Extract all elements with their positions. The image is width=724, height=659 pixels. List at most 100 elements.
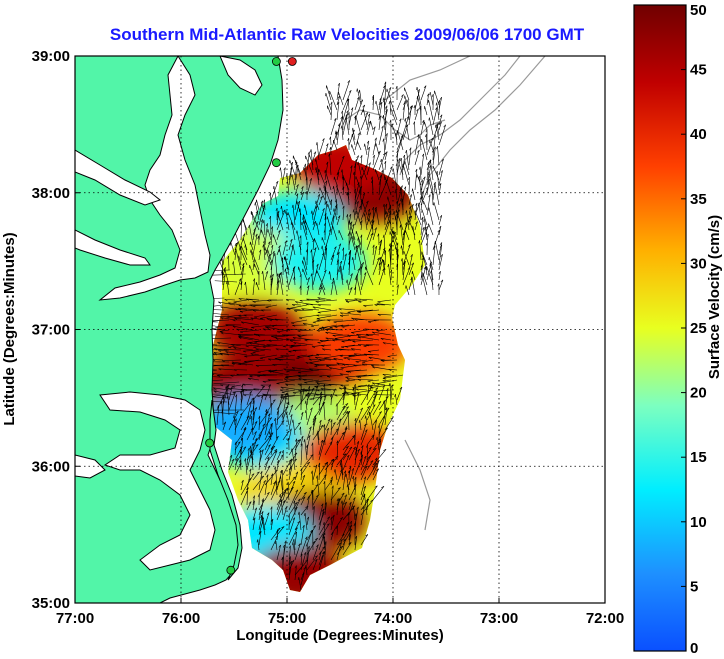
velocity-arrow-head [360,450,363,454]
velocity-arrow-head [348,542,352,545]
velocity-arrow-head [332,215,335,219]
velocity-arrow [258,531,262,546]
velocity-arrow-head [357,392,360,396]
velocity-arrow-head [289,428,292,432]
velocity-arrow-head [285,377,289,379]
velocity-arrow [285,268,290,291]
velocity-arrow-head [294,501,298,505]
velocity-arrow-head [353,364,357,367]
velocity-arrow [361,199,368,216]
velocity-arrow-head [273,253,276,257]
velocity-arrow [361,166,368,181]
velocity-arrow [354,418,357,441]
velocity-arrow-head [361,262,364,265]
velocity-arrow [372,460,380,476]
velocity-arrow [384,250,386,266]
velocity-arrow-head [295,301,298,304]
velocity-arrow [306,546,310,566]
velocity-arrow [329,153,332,176]
velocity-arrow-head [362,506,365,510]
velocity-arrow [336,172,340,181]
velocity-arrow [377,314,392,316]
velocity-arrow-head [382,97,385,101]
velocity-arrow [421,209,428,226]
velocity-arrow [372,411,382,426]
velocity-arrow [372,331,392,336]
velocity-arrow [378,97,382,111]
velocity-arrow-head [323,481,326,485]
velocity-arrow-head [329,367,332,370]
velocity-arrow [315,379,332,383]
velocity-arrow-head [396,263,399,267]
velocity-arrow [272,364,290,366]
velocity-arrow [288,162,293,181]
velocity-arrow-head [242,389,245,393]
velocity-arrow-head [351,127,354,131]
velocity-arrow-head [342,363,346,366]
x-tick-label: 74:00 [374,610,412,627]
velocity-arrow [384,151,388,161]
velocity-arrow-head [266,474,269,478]
velocity-arrow [262,344,284,348]
velocity-arrow-head [379,239,383,243]
velocity-arrow-head [297,201,300,204]
velocity-arrow-head [337,498,341,501]
velocity-arrow-head [260,384,264,387]
velocity-arrow-head [229,454,233,458]
velocity-arrow [268,358,284,361]
velocity-arrow [436,123,440,136]
colorbar-tick-label: 45 [690,62,707,79]
velocity-arrow [355,115,362,136]
velocity-arrow-head [266,344,270,347]
velocity-arrow-head [349,287,353,290]
velocity-arrow-head [278,451,282,454]
velocity-arrow [212,359,224,361]
velocity-arrow-head [274,450,278,454]
velocity-arrow-head [328,271,330,275]
velocity-arrow [333,358,344,361]
velocity-arrow-head [326,523,330,526]
velocity-arrow [342,403,349,411]
velocity-arrow-head [242,305,246,308]
velocity-arrow-head [296,193,299,197]
velocity-arrow-head [335,199,337,203]
velocity-arrow-head [396,284,399,288]
velocity-arrow-head [261,498,264,502]
velocity-arrow [324,170,332,191]
velocity-arrow [312,151,317,161]
velocity-arrow-head [315,301,319,303]
velocity-arrow-head [315,356,318,359]
velocity-arrow [360,506,365,526]
velocity-arrow-head [252,301,256,303]
velocity-arrow [294,521,301,531]
velocity-arrow-head [280,386,284,389]
velocity-arrow [342,538,346,551]
velocity-arrow-head [237,441,241,444]
velocity-arrow-head [340,169,343,173]
velocity-arrow-head [426,233,429,237]
velocity-arrow [300,525,305,546]
velocity-arrow [330,485,334,506]
velocity-arrow-head [329,327,333,329]
velocity-arrow [396,284,399,296]
x-tick-label: 75:00 [268,610,306,627]
velocity-arrow [276,470,283,491]
velocity-arrow [336,155,345,176]
velocity-arrow-head [233,369,237,372]
velocity-arrow [245,458,248,476]
velocity-arrow [358,309,380,313]
velocity-arrow-head [348,252,351,255]
velocity-arrow-head [371,179,373,183]
velocity-arrow [372,391,378,406]
velocity-arrow [294,438,298,461]
velocity-arrow-head [268,431,271,435]
velocity-arrow-head [330,476,333,480]
velocity-arrow [245,244,248,256]
velocity-arrow [360,200,369,221]
velocity-arrow-head [310,325,314,328]
velocity-arrow [386,88,392,101]
velocity-arrow-head [352,209,355,213]
velocity-arrow-head [316,263,319,267]
velocity-arrow-head [305,393,308,396]
